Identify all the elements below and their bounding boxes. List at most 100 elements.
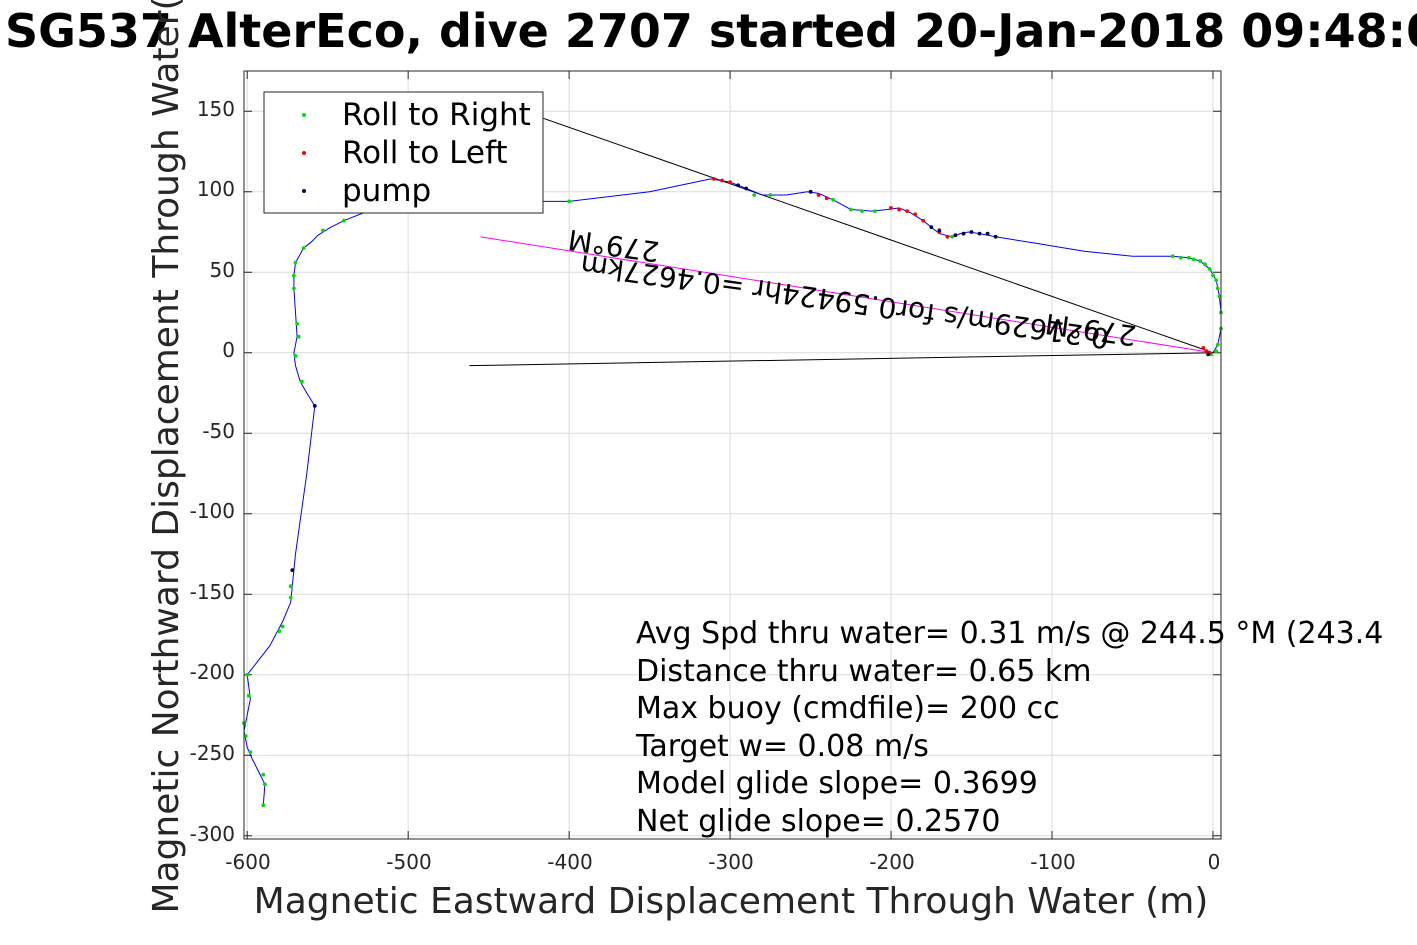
roll-left-marker xyxy=(889,206,893,210)
roll-right-marker xyxy=(341,218,346,223)
y-axis-label: Magnetic Northward Displacement Through … xyxy=(146,0,187,914)
roll-right-marker xyxy=(301,246,306,251)
data-markers xyxy=(242,177,1223,808)
pump-marker xyxy=(985,231,990,236)
x-tick-label: -600 xyxy=(225,850,270,874)
legend: Roll to Right Roll to Left pump xyxy=(263,91,544,214)
roll-right-marker xyxy=(293,354,298,358)
roll-right-marker xyxy=(1217,294,1222,299)
stat-line-max-buoy: Max buoy (cmdfile)= 200 cc xyxy=(636,691,1060,726)
legend-swatch-pump xyxy=(302,189,306,193)
roll-right-marker xyxy=(848,207,853,212)
roll-right-marker xyxy=(873,209,877,214)
heading-vector-line xyxy=(469,352,1213,367)
roll-left-marker xyxy=(720,178,724,183)
roll-right-marker xyxy=(261,803,266,808)
glider-track-line xyxy=(243,178,1222,806)
pump-marker xyxy=(953,233,958,238)
pump-marker xyxy=(937,228,942,233)
roll-right-marker xyxy=(1215,342,1220,347)
legend-label-roll-right: Roll to Right xyxy=(342,97,531,133)
roll-right-marker xyxy=(246,693,251,698)
roll-left-marker xyxy=(816,193,821,197)
roll-right-marker xyxy=(292,286,296,291)
roll-right-marker xyxy=(261,772,266,777)
roll-right-marker xyxy=(1214,349,1219,354)
roll-right-marker xyxy=(248,750,253,754)
x-tick-label: -500 xyxy=(386,850,431,874)
y-tick-label: 50 xyxy=(210,258,235,282)
chart-title: SG537 AlterEco, dive 2707 started 20-Jan… xyxy=(5,4,1417,58)
roll-right-marker xyxy=(1178,255,1183,260)
pump-marker xyxy=(290,568,295,572)
y-tick-label: 100 xyxy=(197,177,235,201)
stats-annotation: Avg Spd thru water= 0.31 m/s @ 244.5 °M … xyxy=(635,616,1383,839)
roll-left-marker xyxy=(728,180,732,185)
legend-swatch-roll-right xyxy=(302,113,306,117)
stat-line-model-glide: Model glide slope= 0.3699 xyxy=(636,766,1038,801)
roll-left-marker xyxy=(913,212,918,217)
roll-right-marker xyxy=(1215,286,1220,291)
current-vector-line xyxy=(536,115,1214,354)
stat-line-avg-speed: Avg Spd thru water= 0.31 m/s @ 244.5 °M … xyxy=(636,616,1383,651)
roll-left-marker xyxy=(824,196,829,201)
roll-right-marker xyxy=(288,584,293,589)
roll-right-marker xyxy=(752,193,757,197)
roll-left-marker xyxy=(921,218,926,223)
roll-right-marker xyxy=(950,234,955,239)
roll-right-marker xyxy=(300,379,304,384)
tick-labels-y: -300 -250 -200 -150 -100 -50 0 50 100 15… xyxy=(190,97,235,846)
roll-left-marker xyxy=(905,209,909,214)
roll-right-marker xyxy=(293,260,298,265)
average-vector-line xyxy=(480,236,1214,354)
pump-marker xyxy=(929,225,934,230)
roll-right-marker xyxy=(1198,259,1202,263)
roll-left-marker xyxy=(945,234,950,239)
roll-right-marker xyxy=(1186,255,1191,260)
stat-line-net-glide: Net glide slope= 0.2570 xyxy=(636,804,1000,839)
y-tick-label: 0 xyxy=(222,338,235,362)
x-tick-label: 0 xyxy=(1208,850,1221,874)
pump-marker xyxy=(808,189,813,194)
roll-right-marker xyxy=(1214,278,1219,283)
roll-right-marker xyxy=(280,624,285,629)
legend-label-roll-left: Roll to Left xyxy=(342,135,508,171)
y-tick-label: -100 xyxy=(190,499,235,523)
pump-marker xyxy=(312,404,317,408)
roll-left-marker xyxy=(1204,349,1209,354)
roll-left-marker xyxy=(1201,346,1206,350)
legend-swatch-roll-left xyxy=(302,151,306,155)
grid xyxy=(244,71,1221,839)
roll-right-marker xyxy=(831,197,835,202)
roll-right-marker xyxy=(567,199,571,204)
y-tick-label: -50 xyxy=(202,419,235,443)
roll-right-marker xyxy=(321,228,325,233)
roll-right-marker xyxy=(292,273,296,278)
pump-marker xyxy=(969,230,974,234)
pump-marker xyxy=(1206,352,1210,357)
roll-right-marker xyxy=(768,193,773,197)
roll-right-marker xyxy=(263,782,267,787)
roll-right-marker xyxy=(295,321,299,326)
tick-labels-x: -600 -500 -400 -300 -200 -100 0 xyxy=(225,850,1220,874)
roll-right-marker xyxy=(1203,262,1207,267)
roll-right-marker xyxy=(277,629,282,634)
x-tick-label: -400 xyxy=(547,850,592,874)
pump-marker xyxy=(736,183,740,188)
roll-right-marker xyxy=(860,209,864,214)
roll-right-marker xyxy=(243,734,248,738)
axis-ticks xyxy=(244,71,1221,839)
stat-line-target-w: Target w= 0.08 m/s xyxy=(635,729,929,764)
legend-box xyxy=(263,91,544,214)
roll-right-marker xyxy=(1170,254,1175,259)
pump-marker xyxy=(961,231,966,236)
stat-line-distance: Distance thru water= 0.65 km xyxy=(636,654,1091,689)
roll-right-marker xyxy=(288,595,293,600)
y-tick-label: -250 xyxy=(190,741,235,765)
legend-label-pump: pump xyxy=(342,173,431,209)
axes-box xyxy=(243,70,1222,840)
roll-right-marker xyxy=(245,672,250,677)
roll-left-marker xyxy=(897,207,901,212)
pump-marker xyxy=(744,186,749,191)
